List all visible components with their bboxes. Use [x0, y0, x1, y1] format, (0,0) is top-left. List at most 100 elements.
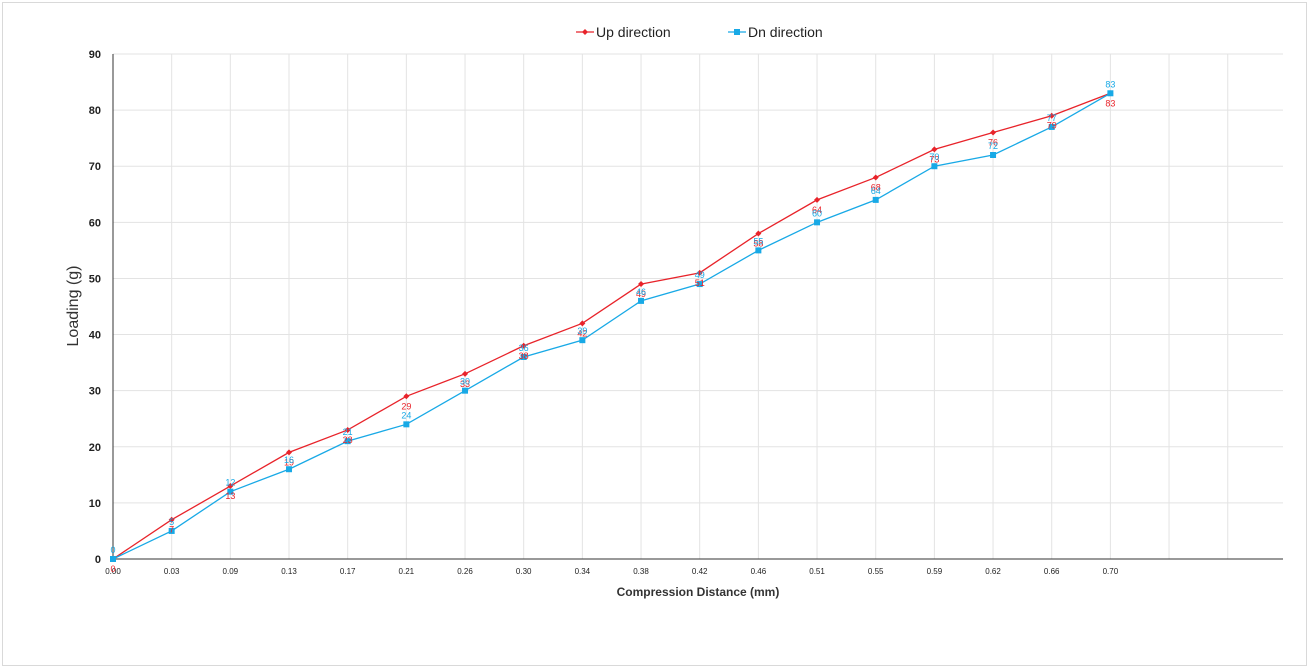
y-tick-label: 90 — [89, 49, 101, 61]
data-label: 72 — [988, 141, 998, 151]
data-point — [579, 320, 586, 327]
y-tick-label: 40 — [89, 330, 101, 342]
legend-marker — [734, 29, 740, 35]
data-label: 36 — [519, 343, 529, 353]
data-label: 68 — [871, 182, 881, 192]
axes — [112, 54, 1283, 560]
data-label: 7 — [169, 525, 174, 535]
data-point — [462, 370, 469, 377]
y-tick-label: 30 — [89, 386, 101, 398]
x-tick-label: 0.42 — [692, 567, 708, 576]
y-tick-label: 50 — [89, 273, 101, 285]
data-label: 77 — [1047, 113, 1057, 123]
x-tick-label: 0.59 — [927, 567, 943, 576]
data-point — [227, 483, 234, 490]
x-axis-title: Compression Distance (mm) — [617, 585, 780, 599]
data-label: 19 — [284, 457, 294, 467]
y-tick-label: 70 — [89, 161, 101, 173]
x-tick-label: 0.03 — [164, 567, 180, 576]
legend-marker — [582, 29, 588, 35]
data-label: 73 — [929, 154, 939, 164]
x-tick-label: 0.55 — [868, 567, 884, 576]
data-point — [1107, 90, 1114, 97]
data-label: 23 — [343, 435, 353, 445]
data-label: 46 — [636, 287, 646, 297]
data-point — [520, 342, 527, 349]
data-label: 16 — [284, 455, 294, 465]
data-point — [755, 230, 762, 237]
x-tick-label: 0.70 — [1103, 567, 1119, 576]
y-tick-label: 10 — [89, 498, 101, 510]
x-tick-label: 0.34 — [575, 567, 591, 576]
data-point — [286, 449, 293, 456]
data-label: 51 — [695, 278, 705, 288]
data-point — [286, 466, 293, 473]
data-point — [227, 488, 234, 495]
gridlines — [113, 53, 1283, 559]
data-point — [1048, 112, 1055, 119]
data-label: 39 — [577, 326, 587, 336]
data-label: 30 — [460, 377, 470, 387]
x-tick-label: 0.46 — [751, 567, 767, 576]
y-axis-title: Loading (g) — [65, 266, 82, 347]
data-point — [872, 174, 879, 181]
data-point — [579, 337, 586, 344]
x-tick-label: 0.62 — [985, 567, 1001, 576]
data-label: 70 — [929, 152, 939, 162]
x-tick-label: 0.66 — [1044, 567, 1060, 576]
data-label: 38 — [519, 351, 529, 361]
data-label: 64 — [812, 205, 822, 215]
data-label: 0 — [110, 545, 115, 555]
data-point — [168, 516, 175, 523]
data-point — [1048, 123, 1055, 130]
data-point — [931, 146, 938, 153]
legend: Up direction Dn direction — [576, 24, 823, 40]
data-point — [814, 196, 821, 203]
x-tick-label: 0.21 — [399, 567, 415, 576]
data-label: 0 — [110, 564, 115, 574]
data-point — [462, 387, 469, 394]
y-tick-label: 20 — [89, 442, 101, 454]
data-point — [344, 426, 351, 433]
data-label: 58 — [753, 239, 763, 249]
data-label: 64 — [871, 186, 881, 196]
data-label: 5 — [169, 517, 174, 527]
data-label: 49 — [695, 270, 705, 280]
x-tick-labels: 0.00 0.03 0.09 0.13 0.17 0.21 0.26 0.30 0.34 0.38… — [105, 567, 1119, 576]
legend-label: Up direction — [596, 24, 671, 40]
series-group — [110, 90, 1114, 562]
data-point — [990, 152, 997, 158]
series-line — [112, 92, 1111, 560]
x-tick-label: 0.30 — [516, 567, 532, 576]
data-label: 76 — [988, 138, 998, 148]
y-tick-label: 80 — [89, 105, 101, 117]
data-point — [638, 297, 645, 304]
x-tick-label: 0.26 — [457, 567, 473, 576]
data-labels: 0713192329333842495158646873767983051216… — [110, 79, 1115, 574]
data-point — [403, 421, 410, 428]
data-point — [520, 354, 527, 360]
data-label: 24 — [401, 410, 411, 420]
data-point — [344, 438, 351, 445]
data-point — [814, 219, 821, 226]
data-point — [872, 196, 879, 203]
data-point — [696, 281, 703, 288]
data-label: 42 — [577, 328, 587, 338]
data-point — [638, 281, 645, 288]
data-label: 79 — [1047, 121, 1057, 131]
x-tick-label: 0.09 — [223, 567, 239, 576]
data-label: 49 — [636, 289, 646, 299]
data-label: 29 — [401, 401, 411, 411]
data-point — [990, 129, 997, 136]
data-point — [168, 527, 175, 534]
x-tick-label: 0.00 — [105, 567, 121, 576]
x-tick-label: 0.38 — [633, 567, 649, 576]
data-label: 33 — [460, 379, 470, 389]
data-point — [931, 163, 938, 170]
x-tick-label: 0.13 — [281, 567, 297, 576]
x-tick-label: 0.17 — [340, 567, 356, 576]
data-label: 13 — [225, 491, 235, 501]
data-point — [110, 556, 116, 562]
